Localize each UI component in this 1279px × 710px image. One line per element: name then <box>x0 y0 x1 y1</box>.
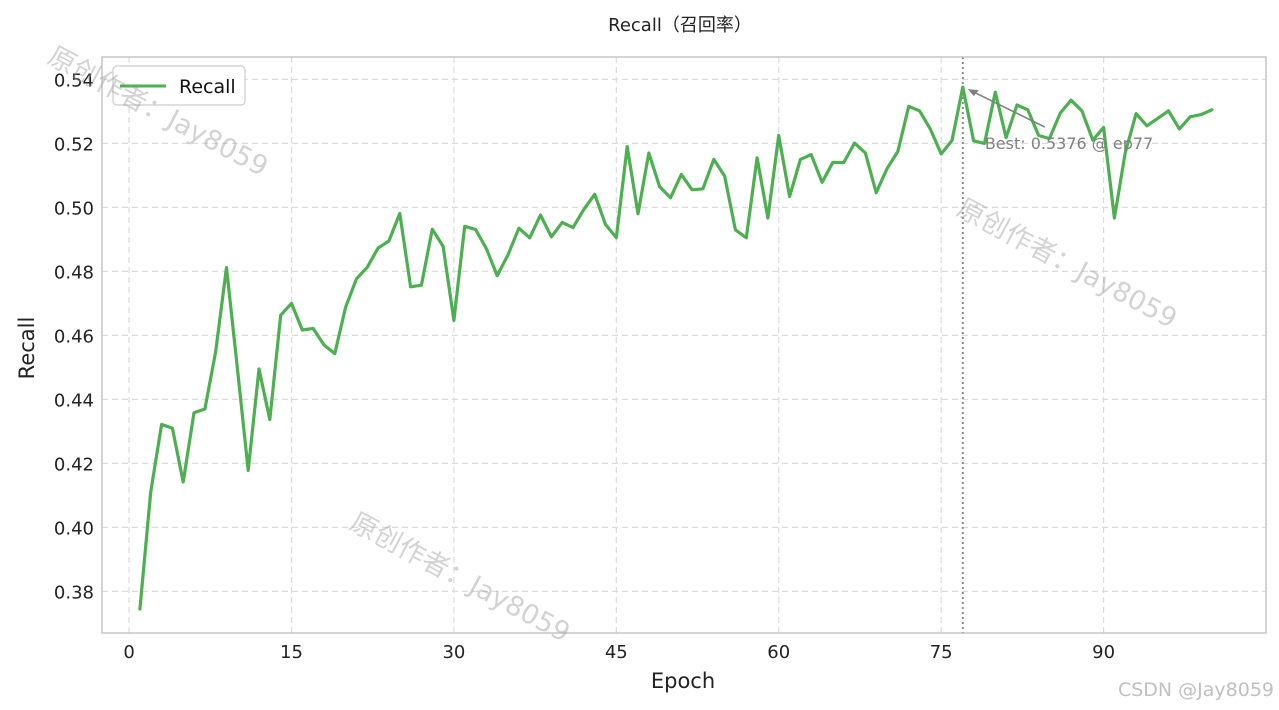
y-tick-label: 0.48 <box>54 262 94 283</box>
x-tick-label: 45 <box>605 642 628 663</box>
best-annotation: Best: 0.5376 @ ep77 <box>967 89 1153 153</box>
x-tick-label: 30 <box>442 642 465 663</box>
x-axis-ticks: 0 15 30 45 60 75 90 <box>123 642 1115 663</box>
best-arrow-head <box>967 89 979 97</box>
y-tick-label: 0.42 <box>54 454 94 475</box>
csdn-credit: CSDN @Jay8059 <box>1118 679 1274 701</box>
best-arrow-shaft <box>969 89 1046 128</box>
legend-box <box>112 65 246 106</box>
y-tick-label: 0.50 <box>54 198 94 219</box>
y-tick-label: 0.54 <box>54 70 94 91</box>
y-tick-label: 0.46 <box>54 326 94 347</box>
x-tick-label: 60 <box>767 642 790 663</box>
y-tick-label: 0.38 <box>54 582 94 603</box>
x-tick-label: 75 <box>930 642 953 663</box>
grid-lines <box>102 57 1266 633</box>
plot-frame <box>101 56 1267 634</box>
y-axis-ticks: 0.38 0.40 0.42 0.44 0.46 0.48 0.50 0.52 0.54 <box>54 70 94 603</box>
legend-label: Recall <box>179 76 236 98</box>
series-layer <box>138 85 1214 611</box>
legend: Recall <box>112 65 246 106</box>
x-tick-label: 90 <box>1092 642 1115 663</box>
recall-series-line <box>138 85 1214 611</box>
best-annotation-label: Best: 0.5376 @ ep77 <box>985 134 1153 153</box>
x-tick-label: 0 <box>123 642 134 663</box>
y-tick-label: 0.52 <box>54 134 94 155</box>
y-tick-label: 0.40 <box>54 518 94 539</box>
y-tick-label: 0.44 <box>54 390 94 411</box>
y-axis-title: Recall <box>15 317 39 380</box>
x-tick-label: 15 <box>280 642 303 663</box>
chart-title: Recall（召回率） <box>608 15 752 36</box>
x-axis-title: Epoch <box>651 669 715 693</box>
